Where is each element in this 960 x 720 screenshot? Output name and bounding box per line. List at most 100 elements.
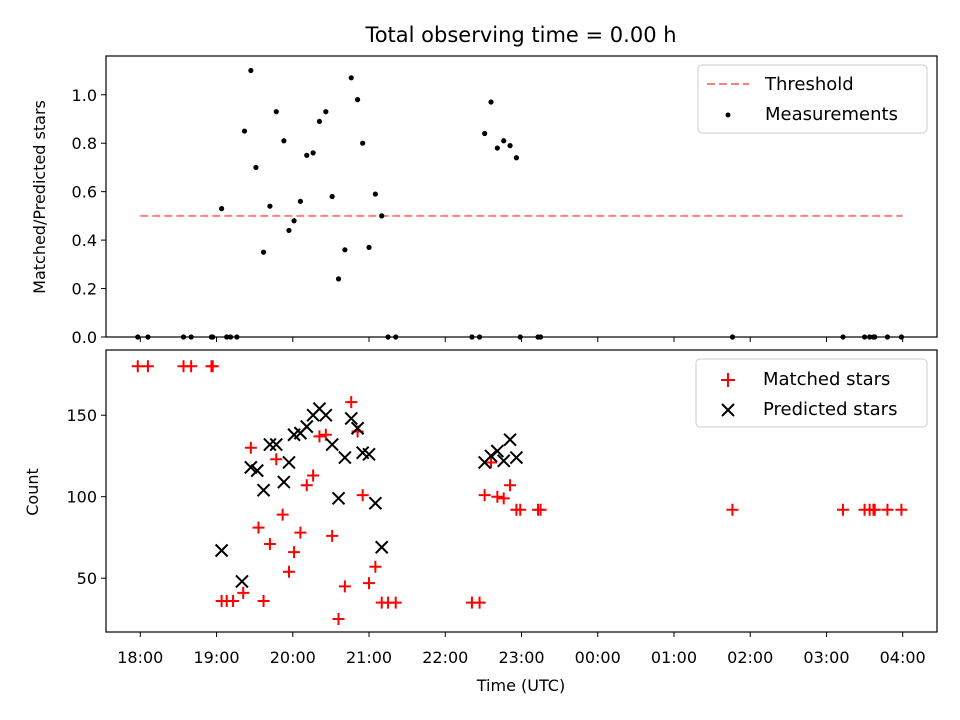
predicted-star-marker xyxy=(509,450,524,465)
predicted-star-marker xyxy=(375,540,389,554)
top-x-axis-ticks xyxy=(139,337,904,342)
measurement-point xyxy=(488,99,494,105)
predicted-star-marker xyxy=(250,463,264,478)
measurement-point xyxy=(360,140,366,146)
predicted-star-marker xyxy=(344,411,358,426)
predicted-star-marker xyxy=(484,449,498,463)
matched-star-marker xyxy=(270,453,283,466)
measurement-point xyxy=(248,67,254,74)
top-legend: Threshold Measurements xyxy=(697,64,928,134)
bottom-y-axis: 50 100 150 xyxy=(66,406,106,588)
matched-star-marker xyxy=(836,503,849,516)
matched-star-marker xyxy=(369,560,382,573)
matched-star-marker xyxy=(514,503,527,516)
matched-star-marker xyxy=(485,456,498,469)
predicted-star-marker xyxy=(331,491,346,506)
predicted-star-marker xyxy=(256,483,271,497)
x-tick-label: 23:00 xyxy=(498,648,544,667)
matched-star-marker xyxy=(478,489,491,502)
matched-star-marker xyxy=(319,428,332,441)
figure-title: Total observing time = 0.00 h xyxy=(364,23,676,47)
predicted-star-marker xyxy=(263,437,277,452)
predicted-star-marker xyxy=(503,432,517,447)
measurement-point xyxy=(335,276,342,282)
matched-star-marker xyxy=(338,580,351,593)
matched-star-marker xyxy=(345,396,358,409)
counts-layer xyxy=(131,360,908,625)
predicted-star-marker xyxy=(362,447,376,462)
matched-star-marker xyxy=(473,596,486,609)
predicted-star-marker xyxy=(277,475,291,489)
matched-star-marker xyxy=(282,565,295,578)
x-tick-label: 21:00 xyxy=(346,648,392,667)
predicted-legend-swatch xyxy=(721,403,735,417)
x-tick-label: 19:00 xyxy=(193,648,239,667)
bottom-x-axis: 18:00 19:00 20:00 21:00 22:00 23:00 00:00 01:00… xyxy=(117,632,926,667)
top-y-tick-label: 0.8 xyxy=(72,134,97,153)
threshold-legend-label: Threshold xyxy=(764,74,854,95)
top-y-tick-label: 0.2 xyxy=(72,280,97,299)
x-tick-label: 00:00 xyxy=(575,648,621,667)
bottom-y-tick-label: 100 xyxy=(66,488,97,507)
predicted-star-marker xyxy=(235,574,249,589)
measurement-point xyxy=(329,193,335,200)
measurement-point xyxy=(342,247,348,253)
matched-star-marker xyxy=(300,479,313,492)
x-tick-label: 04:00 xyxy=(880,648,926,667)
matched-star-marker xyxy=(534,503,547,516)
matched-star-marker xyxy=(227,595,240,608)
top-y-tick-label: 0.6 xyxy=(72,183,97,202)
top-y-axis-label: Matched/Predicted stars xyxy=(30,100,49,294)
predicted-star-marker xyxy=(368,496,383,510)
bottom-y-axis-label: Count xyxy=(23,468,42,516)
matched-star-marker xyxy=(276,508,289,521)
measurement-point xyxy=(348,75,354,81)
matched-star-marker xyxy=(257,595,270,608)
measurement-point xyxy=(304,152,310,158)
predicted-star-marker xyxy=(490,444,505,458)
measurement-point xyxy=(366,244,372,250)
measurement-point xyxy=(253,164,259,171)
matched-legend-label: Matched stars xyxy=(763,369,890,390)
x-tick-label: 02:00 xyxy=(727,648,773,667)
bottom-legend: Matched stars Predicted stars xyxy=(695,358,928,428)
measurement-point xyxy=(219,206,225,212)
bottom-y-tick-label: 50 xyxy=(77,569,97,588)
measurement-point xyxy=(379,213,385,219)
matched-star-marker xyxy=(294,526,307,539)
predicted-legend-label: Predicted stars xyxy=(763,399,897,420)
predicted-star-marker xyxy=(325,437,339,452)
measurement-point xyxy=(286,227,292,234)
top-y-tick-label: 1.0 xyxy=(72,86,97,105)
matched-star-marker xyxy=(244,441,257,454)
matched-legend-swatch xyxy=(721,373,735,387)
predicted-star-marker xyxy=(338,450,352,465)
matched-star-marker xyxy=(252,521,265,534)
top-y-tick-label: 0.0 xyxy=(72,328,97,347)
matched-star-marker xyxy=(206,360,219,373)
measurement-point xyxy=(372,191,378,197)
predicted-star-marker xyxy=(214,543,229,558)
matched-star-marker xyxy=(288,546,301,559)
matched-star-marker xyxy=(326,529,339,542)
measurement-point xyxy=(260,249,267,255)
predicted-star-marker xyxy=(269,437,283,452)
predicted-star-marker xyxy=(282,455,296,470)
x-tick-label: 18:00 xyxy=(117,648,163,667)
measurement-point xyxy=(507,143,513,149)
top-y-tick-label: 0.4 xyxy=(72,231,97,250)
measurement-point xyxy=(267,203,273,209)
x-axis-label: Time (UTC) xyxy=(476,676,565,695)
top-legend-box xyxy=(697,64,928,134)
measurement-point xyxy=(316,118,323,125)
predicted-star-marker xyxy=(350,421,365,435)
matched-star-marker xyxy=(185,360,198,373)
matched-star-marker xyxy=(356,489,369,502)
bottom-y-tick-label: 150 xyxy=(66,406,97,425)
matched-star-marker xyxy=(881,503,894,516)
matched-star-marker xyxy=(504,479,517,492)
matched-star-marker xyxy=(491,490,504,503)
matched-star-marker xyxy=(313,430,326,443)
measurement-point xyxy=(482,130,488,137)
